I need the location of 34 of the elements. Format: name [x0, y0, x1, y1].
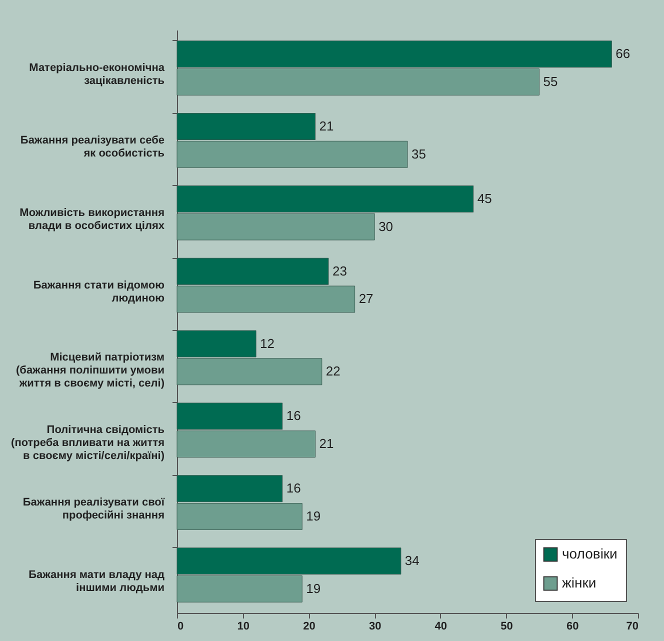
data-label: 21 [319, 436, 334, 452]
data-label: 16 [286, 480, 301, 496]
x-tick-label: 60 [566, 620, 579, 632]
y-tick-label: Місцевий патріотизм (бажання поліпшити умови життя в своєму місті, селі) [16, 352, 165, 390]
x-tick-label: 40 [434, 620, 448, 632]
data-label: 21 [319, 118, 334, 134]
data-label: 27 [358, 291, 374, 306]
x-tick-label: 10 [237, 620, 250, 632]
x-tick-label: 50 [500, 620, 513, 632]
x-tick-label: 0 [178, 620, 184, 632]
y-tick-label: Можливість використання влади в особистих цілях [20, 206, 166, 232]
data-label: 55 [543, 74, 558, 89]
legend-label: чоловіки [562, 546, 618, 562]
y-tick-label: Матеріально-економічна зацікавленість [29, 62, 166, 88]
data-label: 35 [412, 146, 426, 162]
x-tick-label: 70 [626, 620, 638, 632]
y-tick-label: Політична свідомість (потреба впливати на життя в своєму місті/селі/країні) [11, 424, 165, 462]
data-label: 19 [306, 508, 321, 524]
y-tick-label: Бажання мати владу над іншими людьми [28, 568, 165, 594]
x-tick-label: 30 [368, 620, 382, 632]
data-label: 19 [306, 580, 321, 596]
legend-label: жінки [562, 574, 596, 590]
y-tick-label: Бажання стати відомою людиною [33, 279, 164, 304]
x-tick-label: 20 [303, 620, 316, 632]
data-label: 12 [260, 336, 274, 351]
data-label: 23 [332, 263, 347, 278]
data-label: 45 [477, 190, 492, 206]
data-label: 16 [286, 408, 301, 424]
y-tick-label: Бажання реалізувати себе як особистість [20, 134, 165, 160]
data-label: 30 [378, 218, 394, 234]
data-label: 66 [616, 46, 630, 62]
data-label: 22 [326, 364, 340, 379]
data-label: 34 [404, 553, 420, 568]
y-tick-label: Бажання реалізувати свої професійні знання [22, 496, 166, 522]
